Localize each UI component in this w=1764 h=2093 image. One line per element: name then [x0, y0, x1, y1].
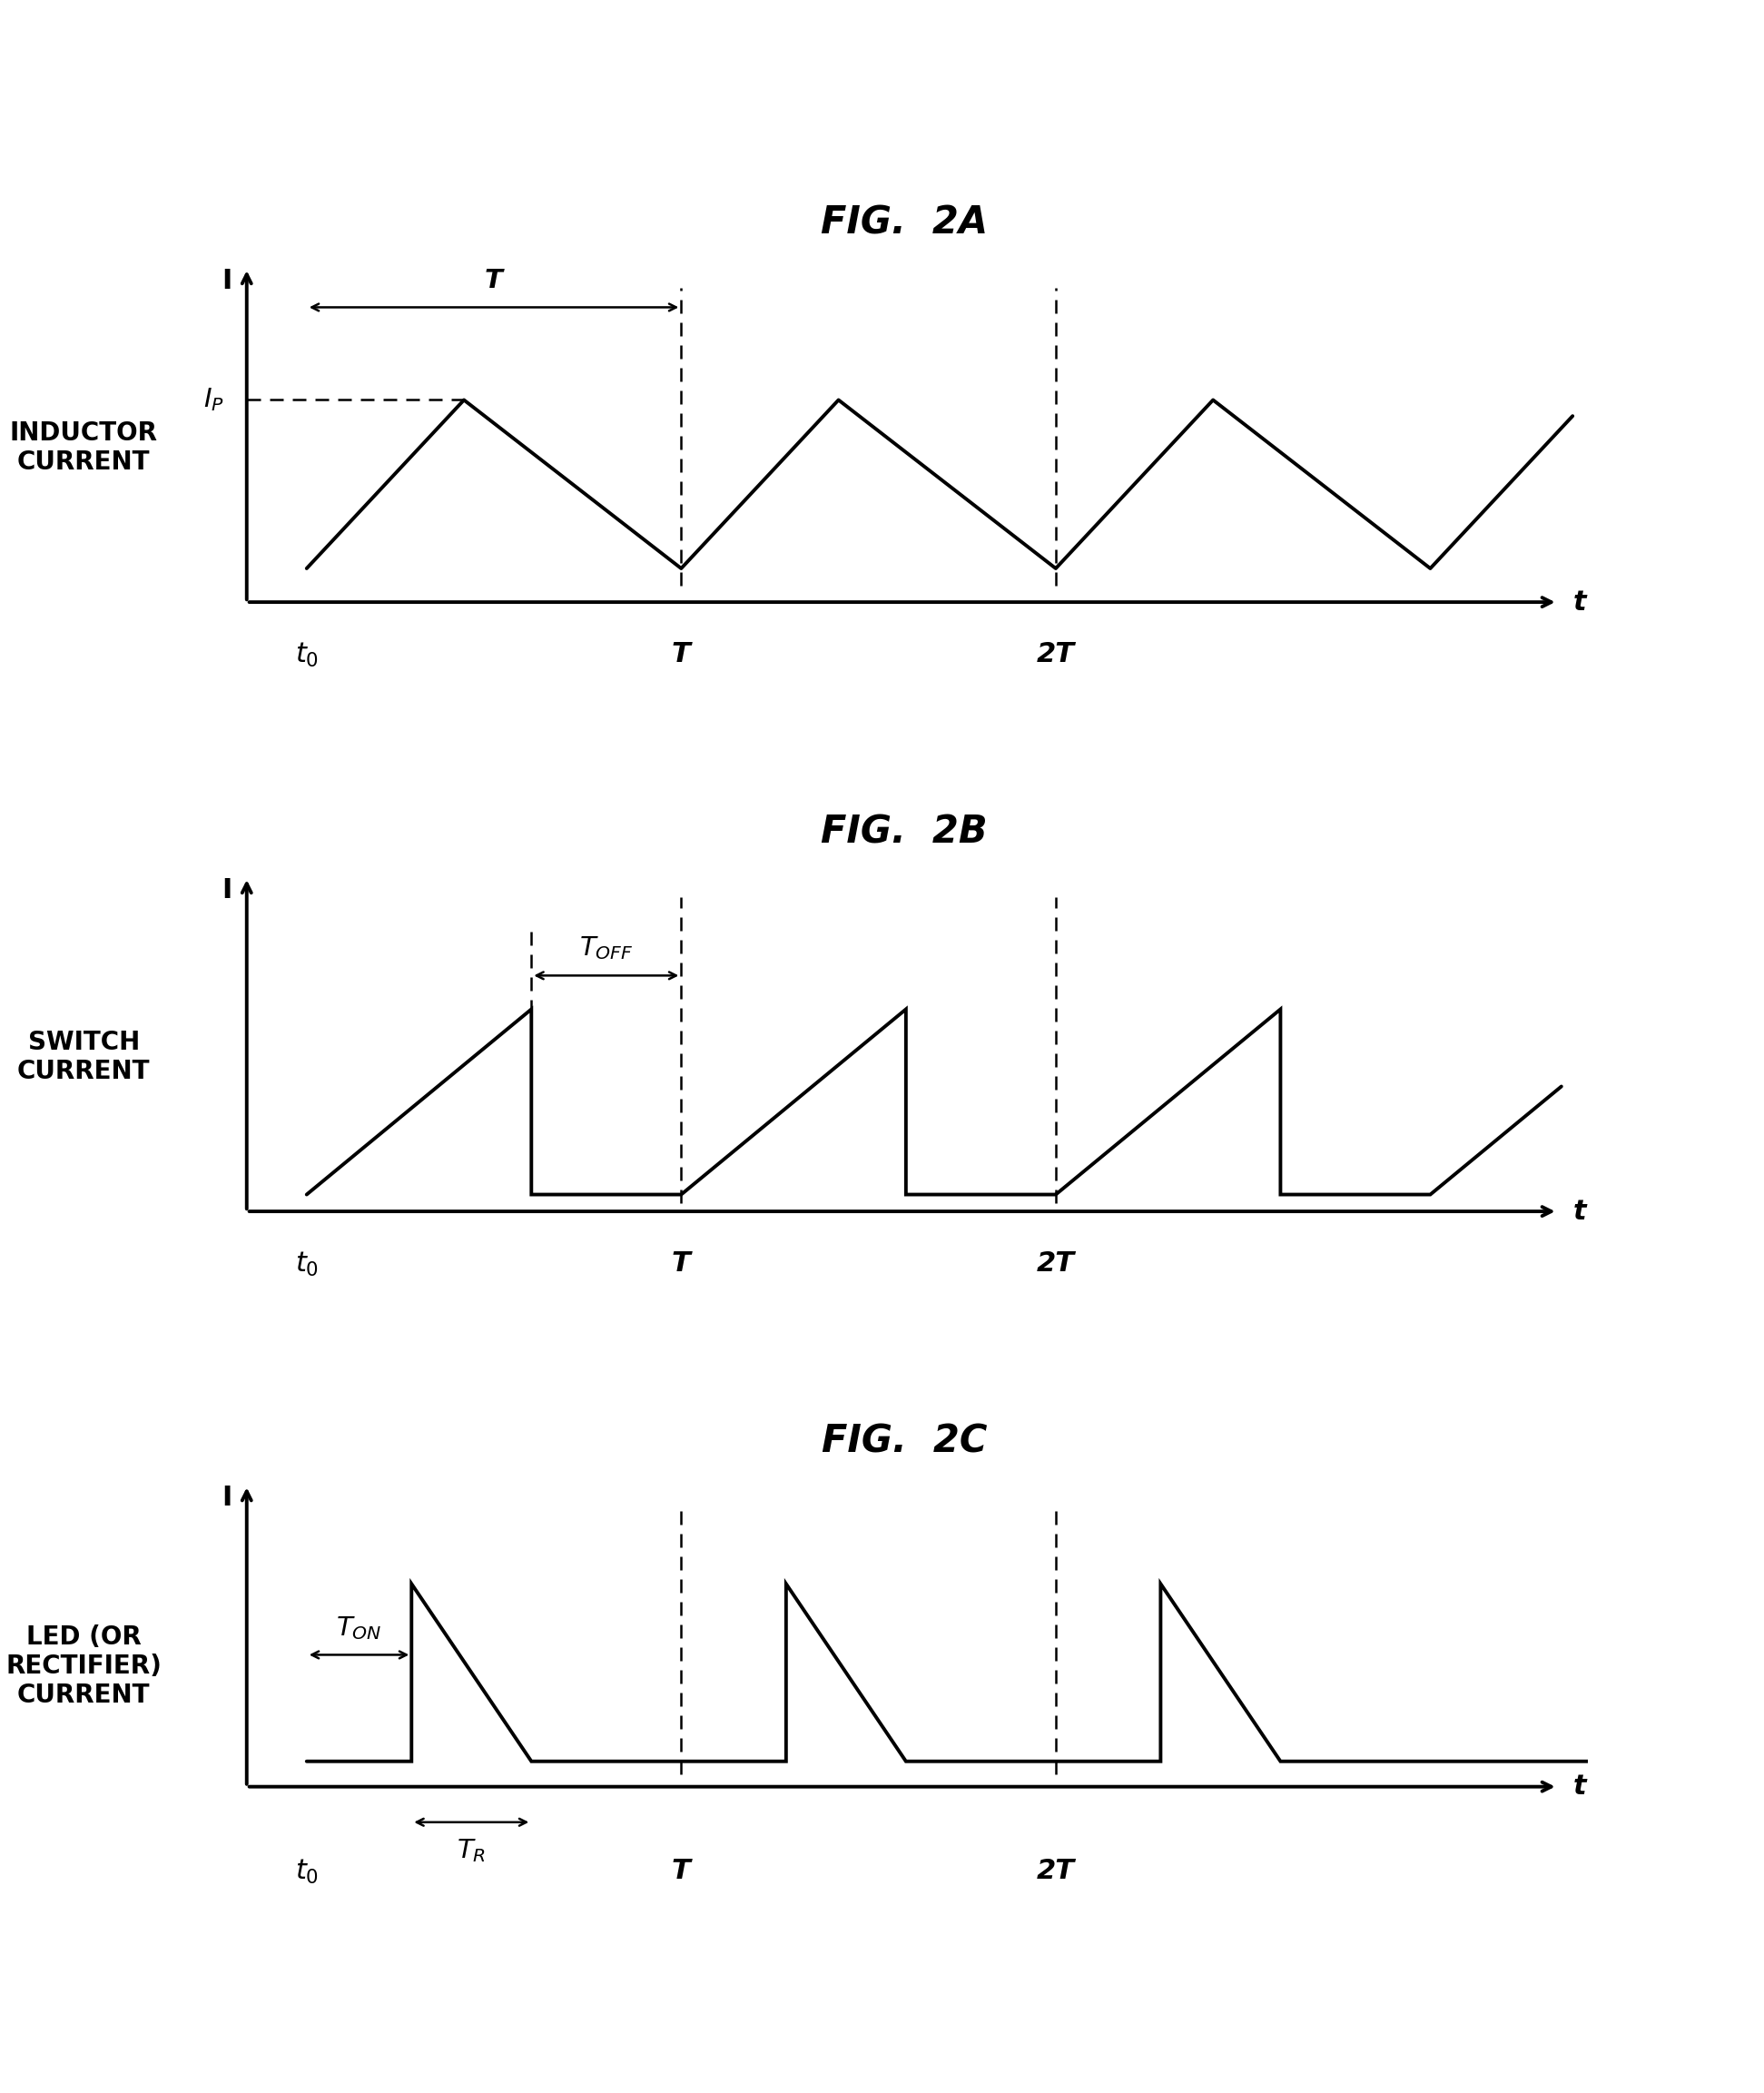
Text: 2T: 2T: [1037, 640, 1074, 668]
Text: $t_0$: $t_0$: [295, 1859, 319, 1886]
Title: FIG.  2C: FIG. 2C: [822, 1421, 986, 1461]
Text: 2T: 2T: [1037, 1252, 1074, 1277]
Text: $t_0$: $t_0$: [295, 640, 319, 670]
Text: 2T: 2T: [1037, 1859, 1074, 1884]
Text: INDUCTOR
CURRENT: INDUCTOR CURRENT: [11, 421, 157, 475]
Text: t: t: [1573, 588, 1586, 615]
Text: t: t: [1573, 1773, 1586, 1800]
Text: $T_{ON}$: $T_{ON}$: [337, 1616, 383, 1643]
Text: $t_0$: $t_0$: [295, 1252, 319, 1279]
Text: T: T: [672, 1252, 691, 1277]
Text: SWITCH
CURRENT: SWITCH CURRENT: [18, 1030, 150, 1084]
Text: t: t: [1573, 1197, 1586, 1224]
Text: LED (OR
RECTIFIER)
CURRENT: LED (OR RECTIFIER) CURRENT: [5, 1624, 162, 1708]
Text: I: I: [222, 877, 231, 904]
Title: FIG.  2A: FIG. 2A: [820, 203, 988, 241]
Text: $I_P$: $I_P$: [203, 387, 224, 414]
Text: T: T: [672, 640, 691, 668]
Text: $T_R$: $T_R$: [457, 1838, 487, 1865]
Text: I: I: [222, 268, 231, 295]
Text: I: I: [222, 1484, 231, 1511]
Text: $T_{OFF}$: $T_{OFF}$: [579, 933, 633, 961]
Text: T: T: [672, 1859, 691, 1884]
Title: FIG.  2B: FIG. 2B: [820, 812, 988, 852]
Text: T: T: [485, 268, 503, 293]
